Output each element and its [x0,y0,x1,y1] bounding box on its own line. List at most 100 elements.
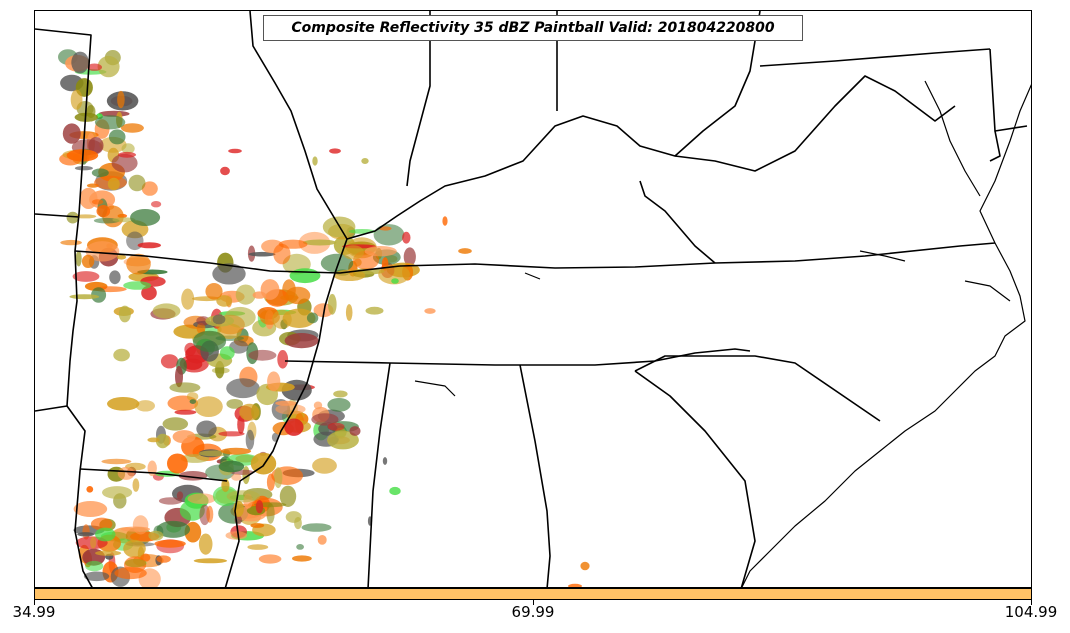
reflectivity-blob [91,287,107,303]
reflectivity-blob [237,415,245,434]
reflectivity-blob [66,211,79,224]
reflectivity-blob [292,555,312,562]
reflectivity-blob [333,390,348,398]
reflectivity-blob [294,517,302,530]
reflectivity-blob [109,270,121,285]
reflectivity-blob [118,151,136,158]
reflectivity-blob [90,517,113,531]
reflectivity-blob [85,560,104,572]
reflectivity-blob [107,397,140,411]
reflectivity-blob [151,201,162,208]
reflectivity-blob [73,501,108,517]
reflectivity-blob [160,354,179,369]
reflectivity-blob [196,420,217,438]
reflectivity-blob [219,346,235,360]
reflectivity-blob [74,214,97,219]
reflectivity-blob [221,478,230,492]
reflectivity-blob [239,403,260,421]
reflectivity-blob [311,413,339,426]
reflectivity-blob [248,251,276,257]
reflectivity-blob [69,294,100,300]
coastline [741,84,1031,587]
reflectivity-blob [289,268,321,284]
river-border [224,11,348,587]
state-border [406,11,431,187]
reflectivity-blob [147,437,160,443]
reflectivity-blob [85,241,120,262]
reflectivity-blob [117,90,125,109]
reflectivity-blob [158,497,183,505]
reflectivity-blob [272,309,292,329]
reflectivity-blob [70,89,83,110]
reflectivity-blob [389,486,401,496]
reflectivity-blob [424,308,436,314]
reflectivity-blob [123,281,152,290]
state-border [399,242,996,269]
reflectivity-paintball-layer [58,49,590,587]
reflectivity-blob [77,532,94,537]
reflectivity-blob [284,418,304,436]
reflectivity-blob [267,371,281,392]
reflectivity-blob [123,539,146,558]
reflectivity-blob [382,457,388,465]
state-border [989,130,1001,162]
reflectivity-blob [206,505,214,523]
reflectivity-blob [60,239,82,246]
state-border [367,362,391,587]
reflectivity-blob [306,312,319,324]
reflectivity-blob [235,284,256,305]
reflectivity-blob [228,148,242,154]
reflectivity-blob [108,129,126,145]
colorbar-tick [1031,600,1032,605]
state-border [74,250,401,274]
reflectivity-blob [156,520,191,538]
reflectivity-blob [74,166,93,171]
reflectivity-blob [102,486,133,499]
reflectivity-blob [141,285,157,301]
reflectivity-blob [130,209,161,226]
reflectivity-blob [189,399,197,404]
river-border [346,11,761,240]
reflectivity-blob [403,247,416,267]
reflectivity-blob [83,571,110,582]
reflectivity-blob [155,433,170,449]
state-border [79,468,228,482]
colorbar-tick [533,600,534,605]
reflectivity-blob [192,330,227,352]
map-title: Composite Reflectivity 35 dBZ Paintball … [263,15,803,41]
reflectivity-blob [184,342,196,356]
reflectivity-blob [312,457,337,474]
reflectivity-blob [107,177,120,191]
reflectivity-blob [91,199,104,205]
reflectivity-blob [255,500,264,514]
reflectivity-blob [225,531,248,540]
reflectivity-blob [94,115,126,130]
reflectivity-blob [95,527,116,542]
reflectivity-blob [205,283,223,300]
reflectivity-blob [247,544,269,550]
reflectivity-blob [220,166,230,176]
reflectivity-blob [148,530,164,541]
reflectivity-blob [88,137,104,155]
reflectivity-blob [156,555,171,563]
reflectivity-blob [196,323,206,334]
coastline [524,272,541,280]
reflectivity-blob [112,217,136,223]
reflectivity-blob [302,239,337,246]
reflectivity-blob [266,503,275,524]
reflectivity-blob [135,400,155,412]
reflectivity-blob [116,254,127,260]
state-border [989,48,1028,132]
reflectivity-blob [114,567,147,580]
reflectivity-blob [187,493,216,505]
reflectivity-blob [312,156,318,166]
reflectivity-blob [327,422,345,431]
coastline [414,380,456,397]
reflectivity-blob [81,254,95,268]
reflectivity-blob [162,417,189,431]
reflectivity-blob [258,554,282,564]
reflectivity-blob [378,264,410,285]
reflectivity-blob [245,429,255,450]
colorbar-tick [34,600,35,605]
state-border [66,405,93,587]
